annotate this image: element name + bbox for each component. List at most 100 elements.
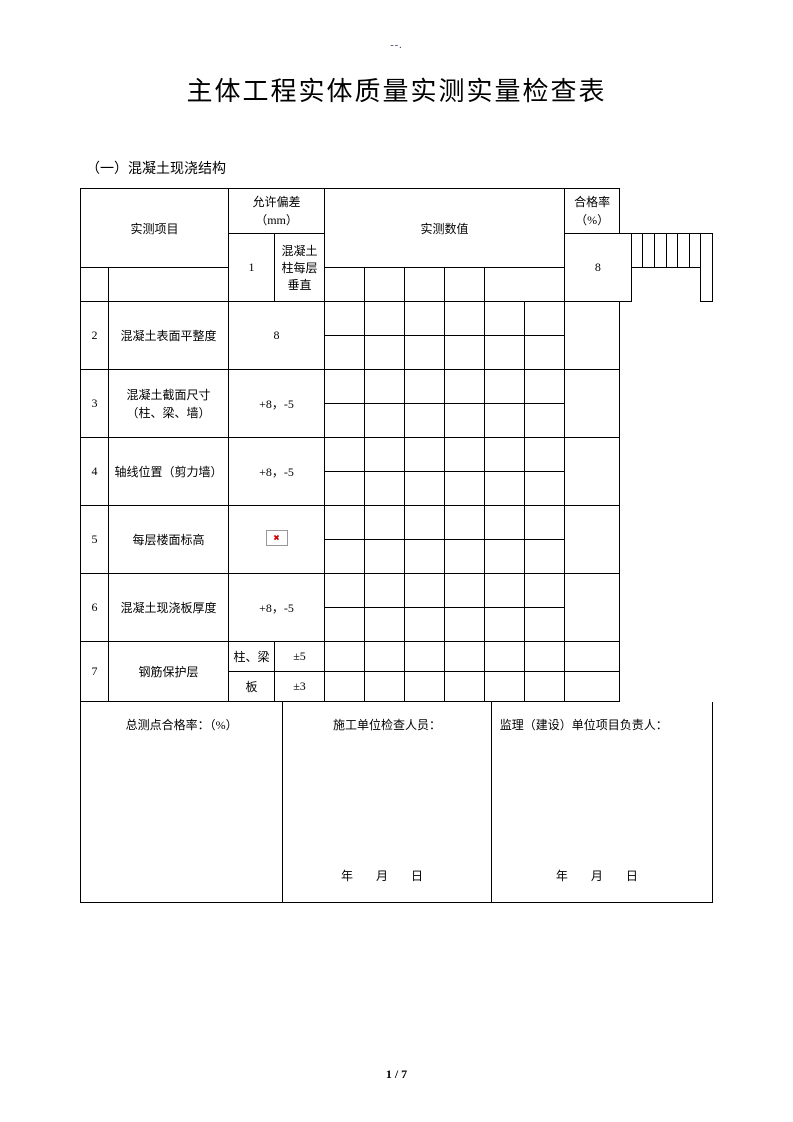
value-cell	[445, 438, 485, 472]
table-row: 3 混凝土截面尺寸 （柱、梁、墙） +8，-5	[81, 370, 713, 404]
value-cell	[689, 234, 701, 268]
footer-total-rate: 总测点合格率：（%）	[81, 702, 283, 902]
value-cell	[678, 234, 690, 268]
value-cell	[325, 506, 365, 540]
value-cell	[405, 370, 445, 404]
value-cell	[325, 404, 365, 438]
value-cell	[365, 404, 405, 438]
value-cell	[325, 438, 365, 472]
rate-cell	[565, 302, 620, 370]
value-cell	[325, 336, 365, 370]
row-tolerance: ±5	[275, 642, 325, 672]
value-cell	[365, 672, 405, 702]
row-num: 3	[81, 370, 109, 438]
row-num: 1	[229, 234, 275, 302]
value-cell	[445, 608, 485, 642]
value-cell	[525, 540, 565, 574]
value-cell	[109, 268, 229, 302]
page-title: 主体工程实体质量实测实量检查表	[80, 71, 713, 108]
footer-supervisor-label: 监理（建设）单位项目负责人：	[500, 716, 704, 733]
table-row: 7 钢筋保护层 柱、梁 ±5	[81, 642, 713, 672]
value-cell	[525, 404, 565, 438]
value-cell	[325, 608, 365, 642]
value-cell	[485, 438, 525, 472]
value-cell	[485, 302, 525, 336]
value-cell	[365, 506, 405, 540]
value-cell	[485, 574, 525, 608]
value-cell	[405, 506, 445, 540]
header-mark: --.	[80, 40, 713, 51]
value-cell	[485, 370, 525, 404]
value-cell	[666, 234, 678, 268]
value-cell	[525, 336, 565, 370]
value-cell	[525, 302, 565, 336]
value-cell	[405, 268, 445, 302]
rate-cell	[565, 370, 620, 438]
value-cell	[445, 336, 485, 370]
value-cell	[365, 574, 405, 608]
broken-image-icon	[266, 530, 288, 546]
header-pass-rate-unit: （%）	[575, 213, 609, 227]
row-tolerance: +8，-5	[229, 438, 325, 506]
value-cell	[365, 370, 405, 404]
header-pass-rate: 合格率 （%）	[565, 189, 620, 234]
value-cell	[525, 506, 565, 540]
value-cell	[525, 574, 565, 608]
value-cell	[525, 608, 565, 642]
rate-cell	[701, 234, 713, 302]
value-cell	[405, 302, 445, 336]
value-cell	[445, 642, 485, 672]
header-row: 实测项目 允许偏差 （mm） 实测数值 合格率 （%）	[81, 189, 713, 234]
row-tolerance: +8，-5	[229, 574, 325, 642]
row-tolerance: 8	[565, 234, 632, 302]
value-cell	[643, 234, 655, 268]
value-cell	[445, 506, 485, 540]
value-cell	[325, 268, 365, 302]
footer-date-inspector: 年 月 日	[341, 867, 433, 884]
value-cell	[325, 472, 365, 506]
header-values: 实测数值	[325, 189, 565, 268]
value-cell	[405, 608, 445, 642]
value-cell	[405, 642, 445, 672]
table-row: 5 每层楼面标高	[81, 506, 713, 540]
row-tolerance: ±3	[275, 672, 325, 702]
header-item: 实测项目	[81, 189, 229, 268]
footer-supervisor: 监理（建设）单位项目负责人： 年 月 日	[491, 702, 712, 902]
value-cell	[445, 540, 485, 574]
value-cell	[445, 404, 485, 438]
rate-cell	[565, 438, 620, 506]
row-tolerance	[229, 506, 325, 574]
value-cell	[325, 672, 365, 702]
value-cell	[365, 268, 405, 302]
row-item-line2: （柱、梁、墙）	[127, 406, 211, 420]
row-item: 每层楼面标高	[109, 506, 229, 574]
header-tolerance-text: 允许偏差	[253, 195, 301, 209]
value-cell	[365, 472, 405, 506]
rate-cell	[565, 672, 620, 702]
value-cell	[485, 404, 525, 438]
row-num: 6	[81, 574, 109, 642]
value-cell	[445, 672, 485, 702]
rate-cell	[565, 506, 620, 574]
value-cell	[631, 234, 643, 268]
value-cell	[485, 506, 525, 540]
row-sub: 柱、梁	[229, 642, 275, 672]
row-num: 4	[81, 438, 109, 506]
header-tolerance-unit: （mm）	[255, 213, 298, 227]
footer-date-supervisor: 年 月 日	[556, 867, 648, 884]
value-cell	[485, 472, 525, 506]
value-cell	[365, 302, 405, 336]
value-cell	[365, 438, 405, 472]
value-cell	[405, 336, 445, 370]
value-cell	[405, 540, 445, 574]
value-cell	[525, 472, 565, 506]
row-item: 混凝土柱每层垂直	[275, 234, 325, 302]
value-cell	[405, 438, 445, 472]
value-cell	[525, 642, 565, 672]
value-cell	[405, 574, 445, 608]
value-cell	[325, 370, 365, 404]
value-cell	[485, 642, 525, 672]
value-cell	[405, 404, 445, 438]
rate-cell	[565, 574, 620, 642]
value-cell	[325, 540, 365, 574]
